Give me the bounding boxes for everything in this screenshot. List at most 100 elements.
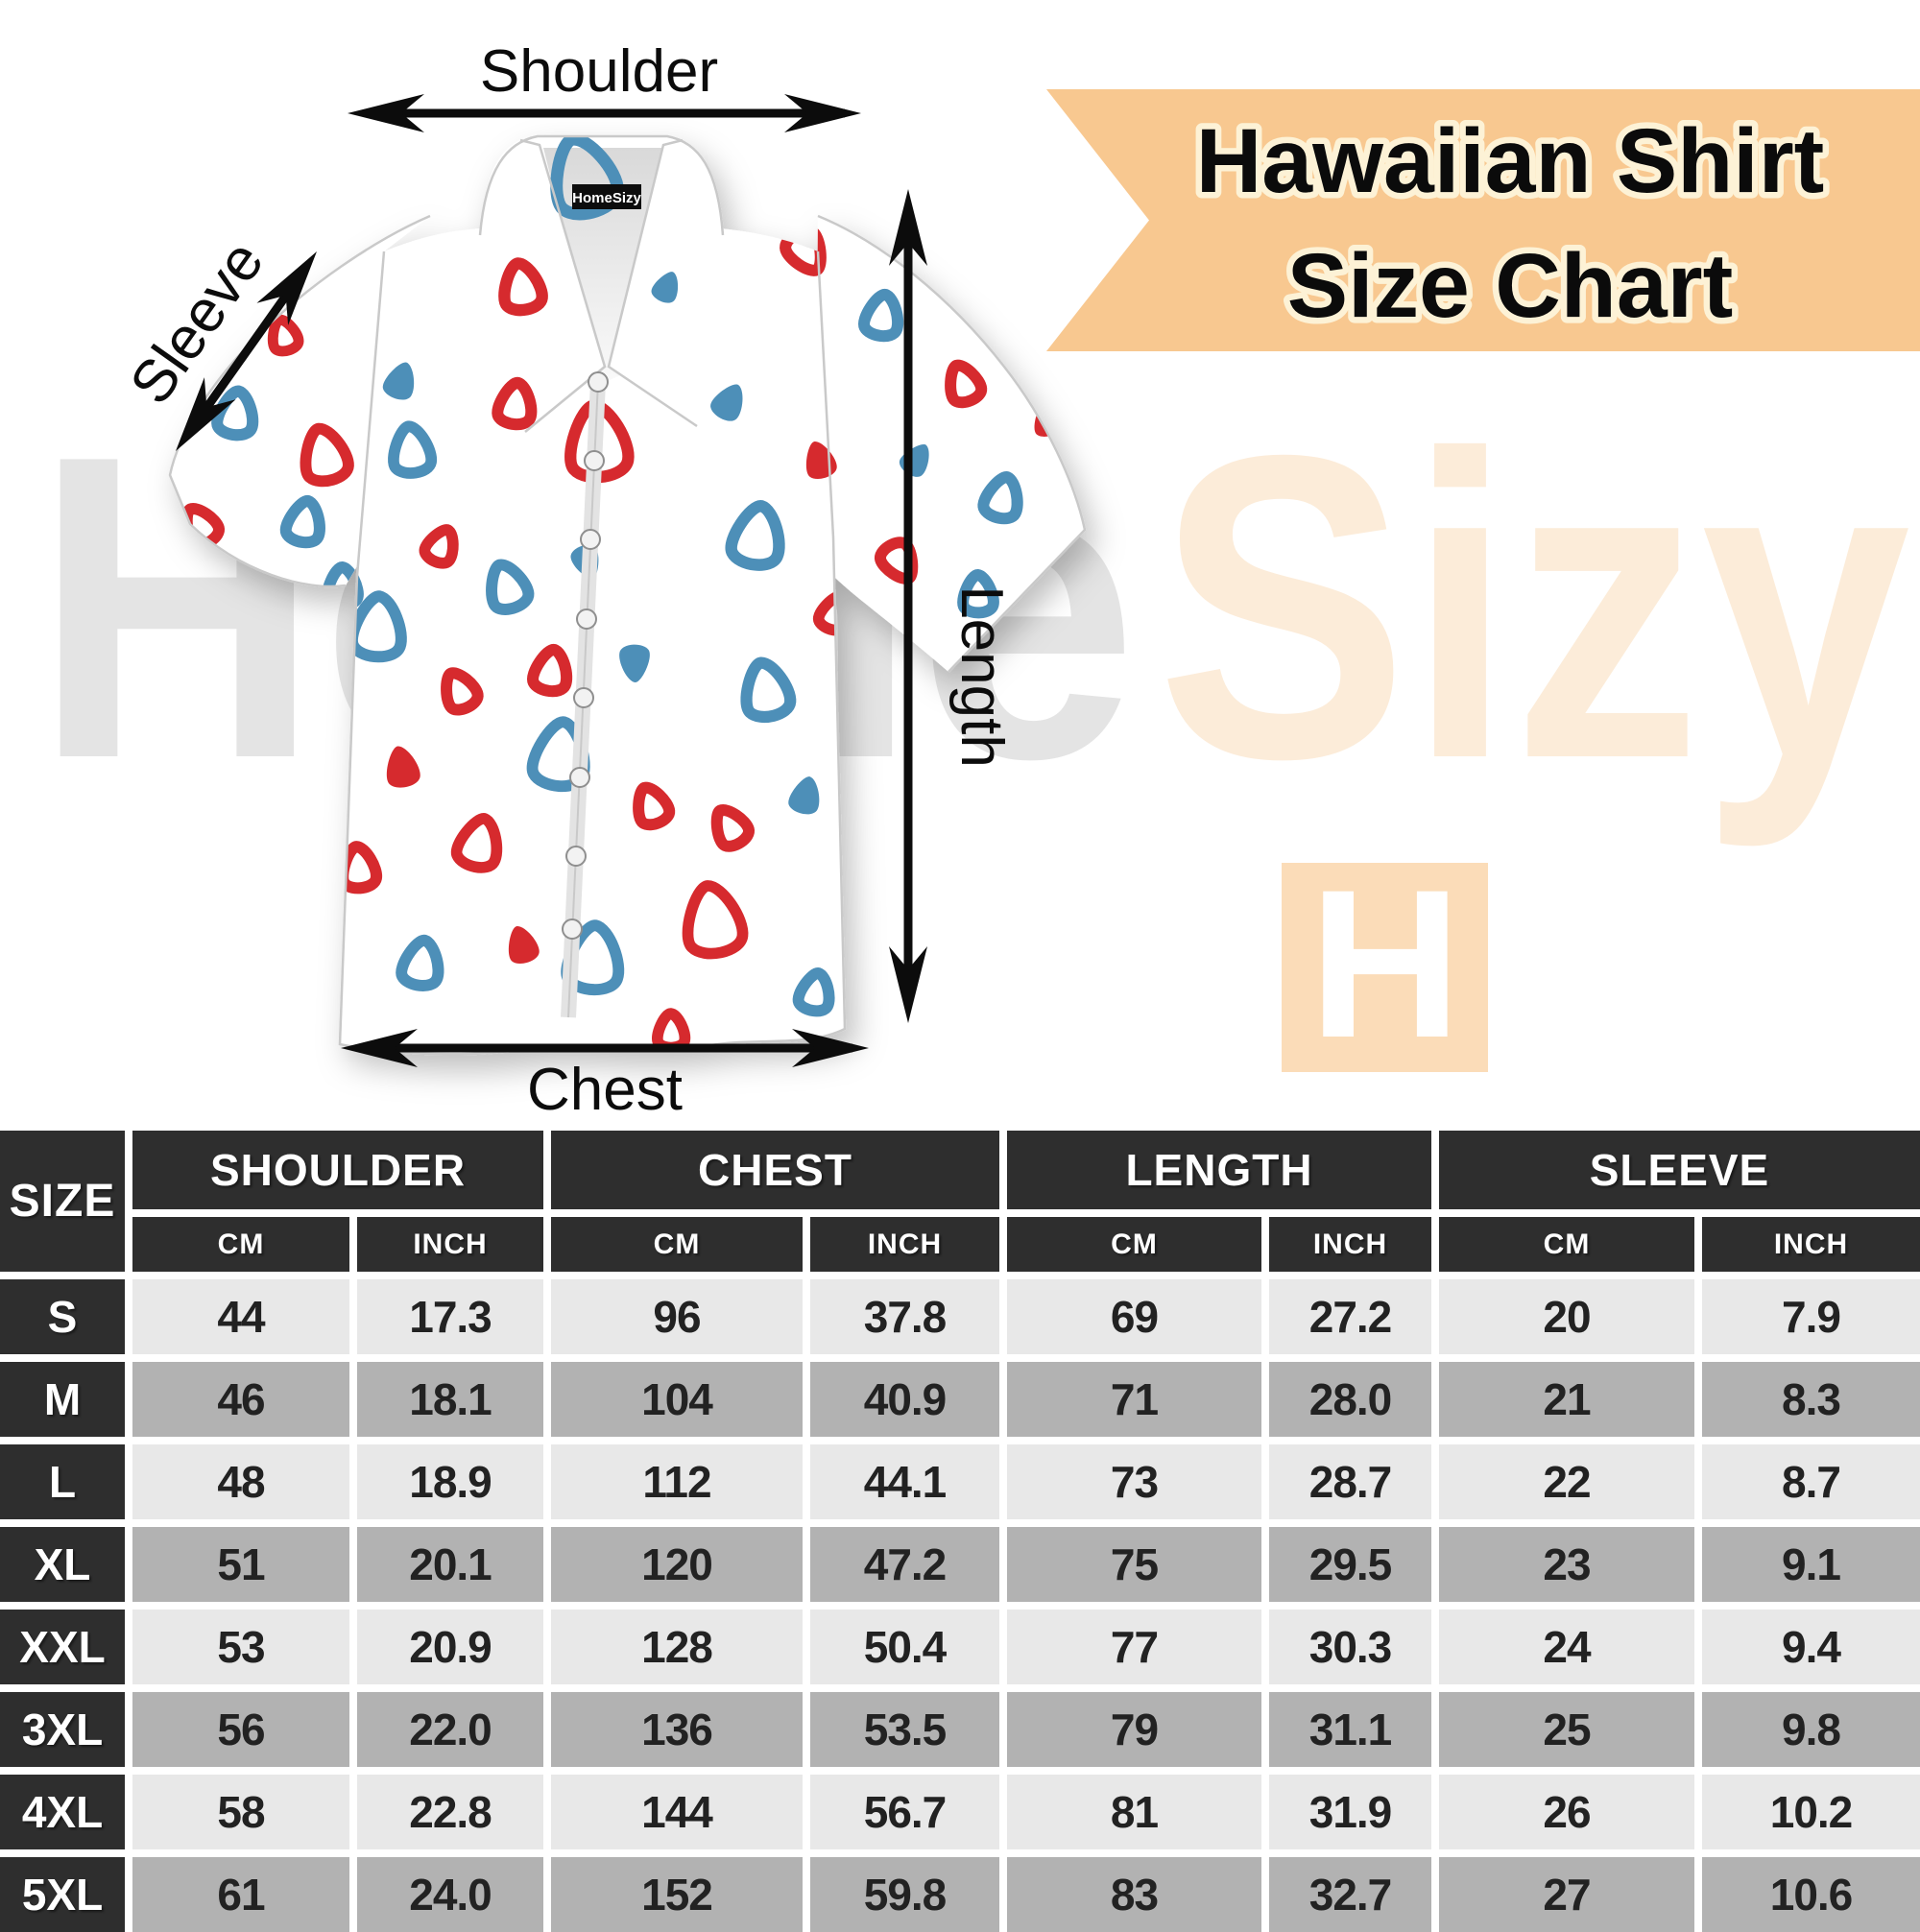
value-cell: 22 <box>1439 1444 1694 1519</box>
value-cell: 56 <box>132 1692 349 1767</box>
value-cell: 32.7 <box>1269 1857 1431 1932</box>
size-chart-table: SIZE SHOULDER CHEST LENGTH SLEEVE CM INC… <box>0 1131 1920 1932</box>
value-cell: 26 <box>1439 1775 1694 1849</box>
value-cell: 25 <box>1439 1692 1694 1767</box>
value-cell: 20 <box>1439 1279 1694 1354</box>
value-cell: 44 <box>132 1279 349 1354</box>
value-cell: 46 <box>132 1362 349 1437</box>
value-cell: 79 <box>1007 1692 1261 1767</box>
sleeve-arrow <box>159 240 333 463</box>
value-cell: 9.4 <box>1702 1610 1920 1684</box>
unit-header-shoulder-cm: CM <box>132 1217 349 1272</box>
value-cell: 10.6 <box>1702 1857 1920 1932</box>
chest-label: Chest <box>527 1057 683 1123</box>
size-cell: XXL <box>0 1610 125 1684</box>
value-cell: 71 <box>1007 1362 1261 1437</box>
value-cell: 120 <box>551 1527 803 1602</box>
logo-letter: H <box>1309 846 1462 1082</box>
measure-arrows <box>159 94 927 1067</box>
value-cell: 128 <box>551 1610 803 1684</box>
length-label: Length <box>948 585 1015 768</box>
value-cell: 21 <box>1439 1362 1694 1437</box>
shirt-neck-tag: HomeSizy <box>572 184 641 209</box>
group-header-length: LENGTH <box>1007 1131 1431 1209</box>
value-cell: 69 <box>1007 1279 1261 1354</box>
shoulder-arrow <box>348 94 861 132</box>
value-cell: 8.3 <box>1702 1362 1920 1437</box>
value-cell: 23 <box>1439 1527 1694 1602</box>
value-cell: 31.1 <box>1269 1692 1431 1767</box>
value-cell: 28.7 <box>1269 1444 1431 1519</box>
shirt-illustration: HomeSizy <box>168 134 1087 1056</box>
unit-header-sleeve-cm: CM <box>1439 1217 1694 1272</box>
value-cell: 27.2 <box>1269 1279 1431 1354</box>
unit-header-length-inch: INCH <box>1269 1217 1431 1272</box>
size-column-header: SIZE <box>0 1131 125 1272</box>
size-cell: 3XL <box>0 1692 125 1767</box>
value-cell: 44.1 <box>810 1444 999 1519</box>
value-cell: 24 <box>1439 1610 1694 1684</box>
unit-header-chest-cm: CM <box>551 1217 803 1272</box>
shirt-buttons <box>562 371 609 940</box>
value-cell: 28.0 <box>1269 1362 1431 1437</box>
value-cell: 152 <box>551 1857 803 1932</box>
value-cell: 20.1 <box>357 1527 543 1602</box>
unit-header-chest-inch: INCH <box>810 1217 999 1272</box>
value-cell: 27 <box>1439 1857 1694 1932</box>
value-cell: 9.1 <box>1702 1527 1920 1602</box>
value-cell: 20.9 <box>357 1610 543 1684</box>
value-cell: 75 <box>1007 1527 1261 1602</box>
size-cell: M <box>0 1362 125 1437</box>
value-cell: 48 <box>132 1444 349 1519</box>
value-cell: 47.2 <box>810 1527 999 1602</box>
value-cell: 61 <box>132 1857 349 1932</box>
value-cell: 144 <box>551 1775 803 1849</box>
size-cell: S <box>0 1279 125 1354</box>
value-cell: 18.1 <box>357 1362 543 1437</box>
title-banner: Hawaiian Shirt Size Chart <box>1046 89 1920 351</box>
size-cell: 5XL <box>0 1857 125 1932</box>
unit-header-length-cm: CM <box>1007 1217 1261 1272</box>
value-cell: 31.9 <box>1269 1775 1431 1849</box>
group-header-shoulder: SHOULDER <box>132 1131 543 1209</box>
chest-arrow <box>341 1029 869 1067</box>
size-cell: L <box>0 1444 125 1519</box>
unit-header-shoulder-inch: INCH <box>357 1217 543 1272</box>
shoulder-label: Shoulder <box>480 38 718 105</box>
value-cell: 58 <box>132 1775 349 1849</box>
value-cell: 37.8 <box>810 1279 999 1354</box>
value-cell: 29.5 <box>1269 1527 1431 1602</box>
value-cell: 50.4 <box>810 1610 999 1684</box>
value-cell: 8.7 <box>1702 1444 1920 1519</box>
value-cell: 17.3 <box>357 1279 543 1354</box>
value-cell: 24.0 <box>357 1857 543 1932</box>
value-cell: 22.0 <box>357 1692 543 1767</box>
value-cell: 22.8 <box>357 1775 543 1849</box>
value-cell: 73 <box>1007 1444 1261 1519</box>
value-cell: 40.9 <box>810 1362 999 1437</box>
size-cell: 4XL <box>0 1775 125 1849</box>
value-cell: 81 <box>1007 1775 1261 1849</box>
banner-title-line2: Size Chart <box>1287 235 1734 337</box>
group-header-sleeve: SLEEVE <box>1439 1131 1920 1209</box>
value-cell: 96 <box>551 1279 803 1354</box>
homesizy-logo-block: H <box>1282 846 1488 1082</box>
unit-header-sleeve-inch: INCH <box>1702 1217 1920 1272</box>
watermark-back-text: Sizy <box>1157 367 1912 850</box>
value-cell: 30.3 <box>1269 1610 1431 1684</box>
value-cell: 59.8 <box>810 1857 999 1932</box>
value-cell: 51 <box>132 1527 349 1602</box>
value-cell: 56.7 <box>810 1775 999 1849</box>
value-cell: 9.8 <box>1702 1692 1920 1767</box>
value-cell: 77 <box>1007 1610 1261 1684</box>
length-arrow <box>889 189 927 1023</box>
size-diagram: Home Sizy H <box>34 38 1920 1123</box>
value-cell: 53 <box>132 1610 349 1684</box>
size-cell: XL <box>0 1527 125 1602</box>
value-cell: 104 <box>551 1362 803 1437</box>
value-cell: 10.2 <box>1702 1775 1920 1849</box>
banner-title-line1: Hawaiian Shirt <box>1196 110 1825 212</box>
value-cell: 136 <box>551 1692 803 1767</box>
value-cell: 7.9 <box>1702 1279 1920 1354</box>
group-header-chest: CHEST <box>551 1131 999 1209</box>
